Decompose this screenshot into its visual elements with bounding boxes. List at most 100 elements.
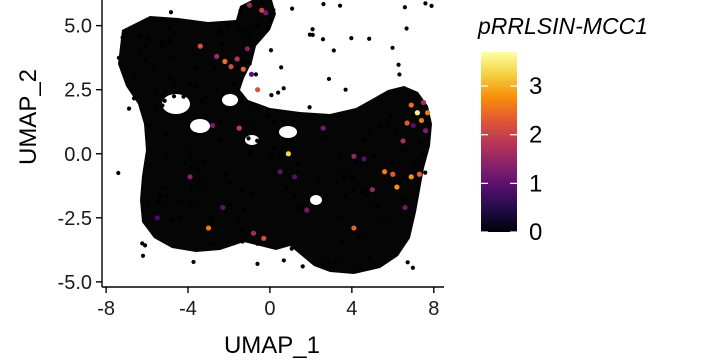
cell-point <box>157 198 163 203</box>
cell-point <box>281 258 286 263</box>
cell-point <box>148 124 153 129</box>
expressing-cell-point <box>244 46 251 52</box>
cell-point <box>300 264 305 269</box>
cell-point <box>281 144 286 149</box>
cell-point <box>296 205 301 211</box>
expressing-points-layer <box>154 2 431 241</box>
cell-point <box>171 94 177 99</box>
cell-point <box>372 183 377 188</box>
cell-point <box>165 132 170 137</box>
expressing-cell-point <box>277 169 283 175</box>
expressing-cell-point <box>209 122 216 129</box>
cell-point <box>320 37 326 42</box>
expressing-cell-point <box>285 151 291 157</box>
cell-point <box>417 140 422 146</box>
cell-point <box>366 254 371 260</box>
cell-point <box>223 106 228 111</box>
cell-point <box>269 93 274 98</box>
colorbar-ticks: 0 1 2 3 <box>481 73 542 246</box>
expressing-cell-point <box>404 120 410 126</box>
cell-point <box>253 72 259 77</box>
cell-point <box>354 159 359 164</box>
colorbar <box>481 52 517 232</box>
cell-point <box>194 85 199 90</box>
colorbar-tick-label: 1 <box>529 170 542 197</box>
cell-point <box>133 70 138 75</box>
cell-point <box>371 153 376 158</box>
cell-point <box>228 202 233 207</box>
cell-point <box>242 29 247 34</box>
cell-point <box>181 94 186 99</box>
cell-point <box>187 82 192 87</box>
x-axis-ticks: -8 -4 0 4 8 <box>97 287 439 320</box>
expressing-cell-point <box>390 171 396 177</box>
cell-point <box>142 57 148 62</box>
expressing-cell-point <box>205 225 212 231</box>
cell-point <box>145 200 151 205</box>
cell-point <box>387 120 392 125</box>
cell-point <box>179 199 184 204</box>
cell-point <box>211 118 216 123</box>
expressing-cell-point <box>361 156 367 162</box>
cell-point <box>350 175 355 180</box>
cell-point <box>315 179 321 184</box>
cell-point <box>190 165 195 170</box>
cell-point <box>157 194 162 199</box>
cell-point <box>137 50 142 56</box>
cell-point <box>196 168 201 173</box>
cell-point <box>390 45 395 50</box>
cell-point <box>136 34 141 39</box>
cell-point <box>281 86 286 91</box>
cell-point <box>260 141 265 146</box>
cell-point <box>423 170 428 175</box>
cell-point <box>220 91 225 97</box>
cell-point <box>361 137 366 142</box>
cluster-gap <box>222 94 238 106</box>
cell-point <box>131 96 137 101</box>
cell-point <box>429 3 434 8</box>
cell-point <box>164 193 169 198</box>
cell-point <box>232 81 237 86</box>
expressing-cell-point <box>255 87 261 93</box>
expressing-cell-point <box>408 174 414 180</box>
cell-point <box>235 24 240 29</box>
expressing-cell-point <box>236 125 242 131</box>
cell-point <box>169 217 174 223</box>
cell-point <box>239 187 244 193</box>
cell-point <box>215 86 220 91</box>
cell-point <box>142 44 147 49</box>
cell-point <box>189 184 194 189</box>
expressing-cell-point <box>228 64 234 70</box>
cell-point <box>240 239 245 244</box>
expressing-cell-point <box>425 110 431 116</box>
cell-point <box>227 180 232 185</box>
cell-point <box>218 27 224 33</box>
expressing-cell-point <box>259 7 265 13</box>
cell-point <box>417 166 423 172</box>
cell-point <box>226 87 231 93</box>
cell-point <box>279 65 284 70</box>
cell-point <box>242 207 247 213</box>
cluster-gap <box>162 94 190 114</box>
expressing-cell-point <box>408 102 414 108</box>
cell-point <box>250 191 255 197</box>
y-tick-label: 0.0 <box>64 144 92 166</box>
x-axis-title: UMAP_1 <box>224 332 320 359</box>
cell-point <box>255 138 260 143</box>
expressing-cell-point <box>416 171 423 177</box>
cell-point <box>271 145 277 151</box>
cell-point <box>343 193 348 198</box>
cell-point <box>168 54 174 59</box>
cell-point <box>176 215 182 221</box>
cell-point <box>319 261 324 266</box>
cluster-gap <box>190 119 210 133</box>
cell-point <box>160 186 166 191</box>
cell-points-layer <box>116 0 434 274</box>
cell-point <box>126 106 132 111</box>
cell-point <box>200 98 205 103</box>
cell-point <box>324 192 330 198</box>
cell-point <box>375 203 380 208</box>
expressing-cell-point <box>351 225 357 231</box>
expressing-cell-point <box>304 207 310 213</box>
cell-point <box>323 134 328 139</box>
